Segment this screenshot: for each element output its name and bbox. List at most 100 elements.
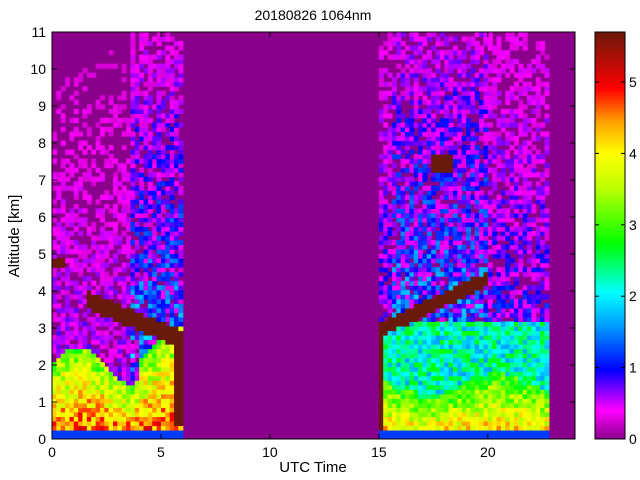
- heatmap-cell: [448, 425, 454, 431]
- heatmap-cell: [143, 366, 149, 372]
- heatmap-cell: [117, 217, 123, 223]
- heatmap-cell: [466, 221, 471, 228]
- heatmap-cell: [474, 181, 480, 187]
- heatmap-cell: [56, 366, 62, 372]
- heatmap-cell: [152, 280, 158, 286]
- heatmap-cell: [487, 357, 493, 363]
- heatmap-cell: [422, 353, 428, 359]
- heatmap-cell: [169, 226, 175, 232]
- heatmap-cell: [483, 271, 489, 277]
- heatmap-cell: [435, 420, 441, 427]
- heatmap-cell: [531, 366, 537, 372]
- heatmap-cell: [400, 77, 406, 83]
- heatmap-cell: [535, 425, 541, 431]
- heatmap-cell: [104, 307, 110, 313]
- heatmap-cell: [513, 95, 519, 101]
- heatmap-cell: [457, 253, 463, 259]
- heatmap-cell: [513, 149, 519, 155]
- heatmap-cell: [435, 407, 441, 413]
- heatmap-cell: [448, 411, 454, 417]
- heatmap-cell: [396, 32, 402, 38]
- heatmap-cell: [439, 108, 445, 114]
- heatmap-cell: [452, 145, 458, 151]
- heatmap-cell: [531, 158, 537, 164]
- heatmap-cell: [113, 420, 118, 427]
- heatmap-cell: [518, 163, 524, 169]
- heatmap-cell: [500, 384, 506, 390]
- heatmap-cell: [405, 203, 410, 209]
- heatmap-cell: [104, 280, 110, 286]
- heatmap-cell: [466, 362, 471, 368]
- heatmap-cell: [378, 416, 384, 422]
- heatmap-cell: [156, 294, 162, 300]
- heatmap-cell: [483, 167, 489, 173]
- heatmap-cell: [78, 407, 84, 413]
- heatmap-cell: [113, 221, 118, 228]
- heatmap-cell: [104, 163, 110, 169]
- heatmap-cell: [513, 249, 519, 255]
- heatmap-cell: [174, 348, 179, 354]
- heatmap-cell: [104, 366, 110, 372]
- heatmap-cell: [474, 145, 480, 151]
- heatmap-cell: [126, 285, 132, 291]
- heatmap-cell: [117, 402, 123, 408]
- heatmap-cell: [500, 149, 506, 155]
- heatmap-cell: [134, 280, 140, 286]
- heatmap-cell: [522, 194, 528, 200]
- heatmap-cell: [474, 411, 480, 417]
- heatmap-cell: [160, 90, 166, 96]
- heatmap-cell: [126, 420, 132, 427]
- heatmap-cell: [540, 194, 546, 200]
- heatmap-cell: [383, 407, 389, 413]
- heatmap-cell: [431, 402, 437, 408]
- heatmap-cell: [422, 117, 428, 124]
- heatmap-cell: [391, 276, 397, 282]
- heatmap-cell: [457, 126, 463, 133]
- heatmap-cell: [117, 357, 123, 363]
- heatmap-cell: [65, 221, 71, 228]
- heatmap-cell: [405, 221, 410, 228]
- heatmap-cell: [104, 402, 110, 408]
- heatmap-cell: [99, 407, 105, 413]
- heatmap-cell: [435, 357, 441, 363]
- y-tick-label: 2: [38, 357, 46, 373]
- heatmap-cell: [65, 167, 71, 173]
- heatmap-cell: [73, 249, 79, 255]
- heatmap-cell: [121, 68, 127, 74]
- heatmap-cell: [143, 425, 149, 431]
- heatmap-cell: [479, 81, 485, 87]
- heatmap-cell: [518, 375, 524, 381]
- heatmap-cell: [113, 316, 118, 323]
- heatmap-cell: [126, 402, 132, 408]
- heatmap-cell: [400, 136, 406, 142]
- heatmap-cell: [544, 117, 550, 124]
- heatmap-cell: [147, 131, 153, 137]
- heatmap-cell: [160, 402, 166, 408]
- heatmap-cell: [91, 330, 97, 336]
- heatmap-cell: [165, 334, 171, 341]
- heatmap-cell: [466, 217, 471, 223]
- heatmap-cell: [165, 434, 171, 439]
- heatmap-cell: [531, 353, 537, 359]
- heatmap-cell: [400, 217, 406, 223]
- heatmap-cell: [505, 380, 511, 386]
- heatmap-cell: [483, 149, 489, 155]
- heatmap-cell: [409, 294, 415, 300]
- heatmap-cell: [156, 325, 162, 332]
- heatmap-cell: [160, 298, 166, 304]
- heatmap-cell: [152, 321, 158, 327]
- heatmap-cell: [483, 339, 489, 345]
- heatmap-cell: [65, 348, 71, 354]
- heatmap-cell: [143, 126, 149, 133]
- heatmap-cell: [435, 86, 441, 92]
- heatmap-cell: [439, 32, 445, 38]
- heatmap-cell: [169, 104, 175, 110]
- heatmap-cell: [117, 366, 123, 372]
- heatmap-cell: [492, 289, 498, 295]
- heatmap-cell: [518, 63, 524, 69]
- heatmap-cell: [73, 117, 79, 124]
- heatmap-cell: [527, 181, 533, 187]
- heatmap-cell: [452, 375, 458, 381]
- heatmap-cell: [113, 353, 118, 359]
- heatmap-cell: [527, 63, 533, 69]
